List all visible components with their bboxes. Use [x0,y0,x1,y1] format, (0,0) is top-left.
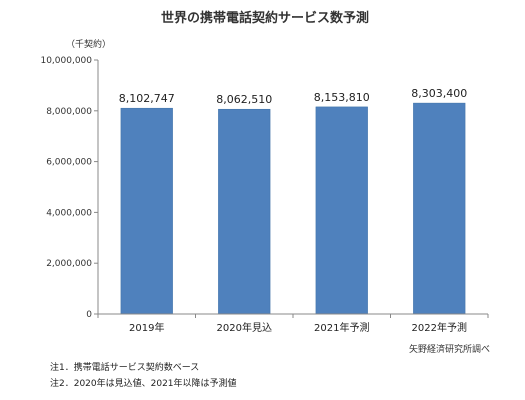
data-label: 8,153,810 [314,91,370,104]
bars: 8,102,747 8,062,510 8,153,810 8,303,400 [119,87,467,315]
y-tick-label: 10,000,000 [40,56,92,66]
y-tick-label: 4,000,000 [46,208,92,218]
x-tick-label: 2019年 [129,321,164,334]
unit-label: （千契約） [66,38,111,50]
chart-title: 世界の携帯電話契約サービス数予測 [161,10,369,26]
bar [413,102,466,315]
y-tick-label: 2,000,000 [46,259,92,269]
bar [218,108,271,315]
note-1: 注1．携帯電話サービス契約数ベース [50,363,200,373]
bar [120,107,173,315]
data-label: 8,102,747 [119,92,175,105]
y-tick-label: 0 [86,310,92,320]
note-2: 注2．2020年は見込値、2021年以降は予測値 [50,379,237,389]
x-tick-label: 2022年予測 [412,321,467,334]
y-axis: 0 2,000,000 4,000,000 6,000,000 8,000,000 10,… [40,56,99,320]
x-tick-label: 2021年予測 [314,321,369,334]
source-label: 矢野経済研究所調べ [409,343,490,355]
y-tick-label: 6,000,000 [46,158,92,168]
bar [315,106,368,315]
y-tick-label: 8,000,000 [46,107,92,117]
x-axis: 2019年 2020年見込 2021年予測 2022年予測 [97,313,489,334]
data-label: 8,303,400 [411,87,467,100]
data-label: 8,062,510 [216,93,272,106]
x-tick-label: 2020年見込 [217,321,272,334]
